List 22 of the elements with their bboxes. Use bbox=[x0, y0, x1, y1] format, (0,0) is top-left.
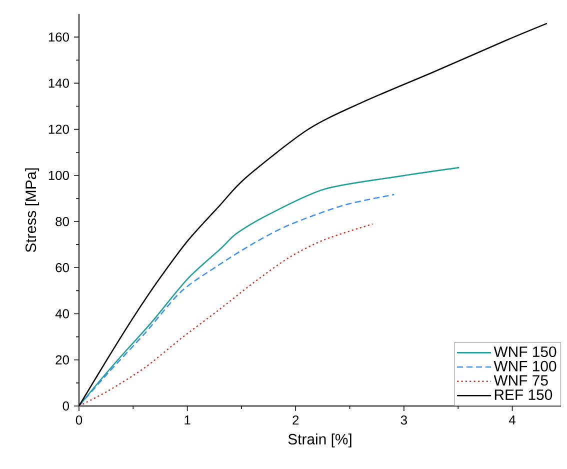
line-series bbox=[78, 194, 395, 407]
y-tick-label: 120 bbox=[48, 124, 69, 134]
y-tick-label: 140 bbox=[48, 78, 69, 88]
legend-label: WNF 150 bbox=[494, 346, 556, 358]
y-tick-label: 100 bbox=[48, 170, 69, 180]
x-tick-label: 0 bbox=[76, 415, 82, 425]
y-tick-label: 20 bbox=[56, 355, 69, 364]
y-tick-label: 0 bbox=[62, 401, 69, 411]
y-tick-label: 40 bbox=[55, 309, 69, 318]
x-axis-title: Strain [%] bbox=[288, 434, 352, 448]
y-tick-label: 60 bbox=[56, 263, 69, 272]
y-tick-label: 80 bbox=[56, 216, 69, 226]
y-axis-title: Stress [MPa] bbox=[25, 168, 40, 252]
y-tick-label: 160 bbox=[48, 32, 69, 42]
x-tick-label: 3 bbox=[400, 415, 407, 425]
x-tick-label: 1 bbox=[184, 416, 190, 424]
x-tick-label: 2 bbox=[292, 415, 299, 425]
legend-label: REF 150 bbox=[494, 389, 552, 400]
x-tick-label: 4 bbox=[508, 416, 516, 424]
legend-label: WNF 75 bbox=[494, 375, 548, 386]
line-series bbox=[78, 223, 374, 407]
legend-label: WNF 100 bbox=[494, 360, 556, 372]
